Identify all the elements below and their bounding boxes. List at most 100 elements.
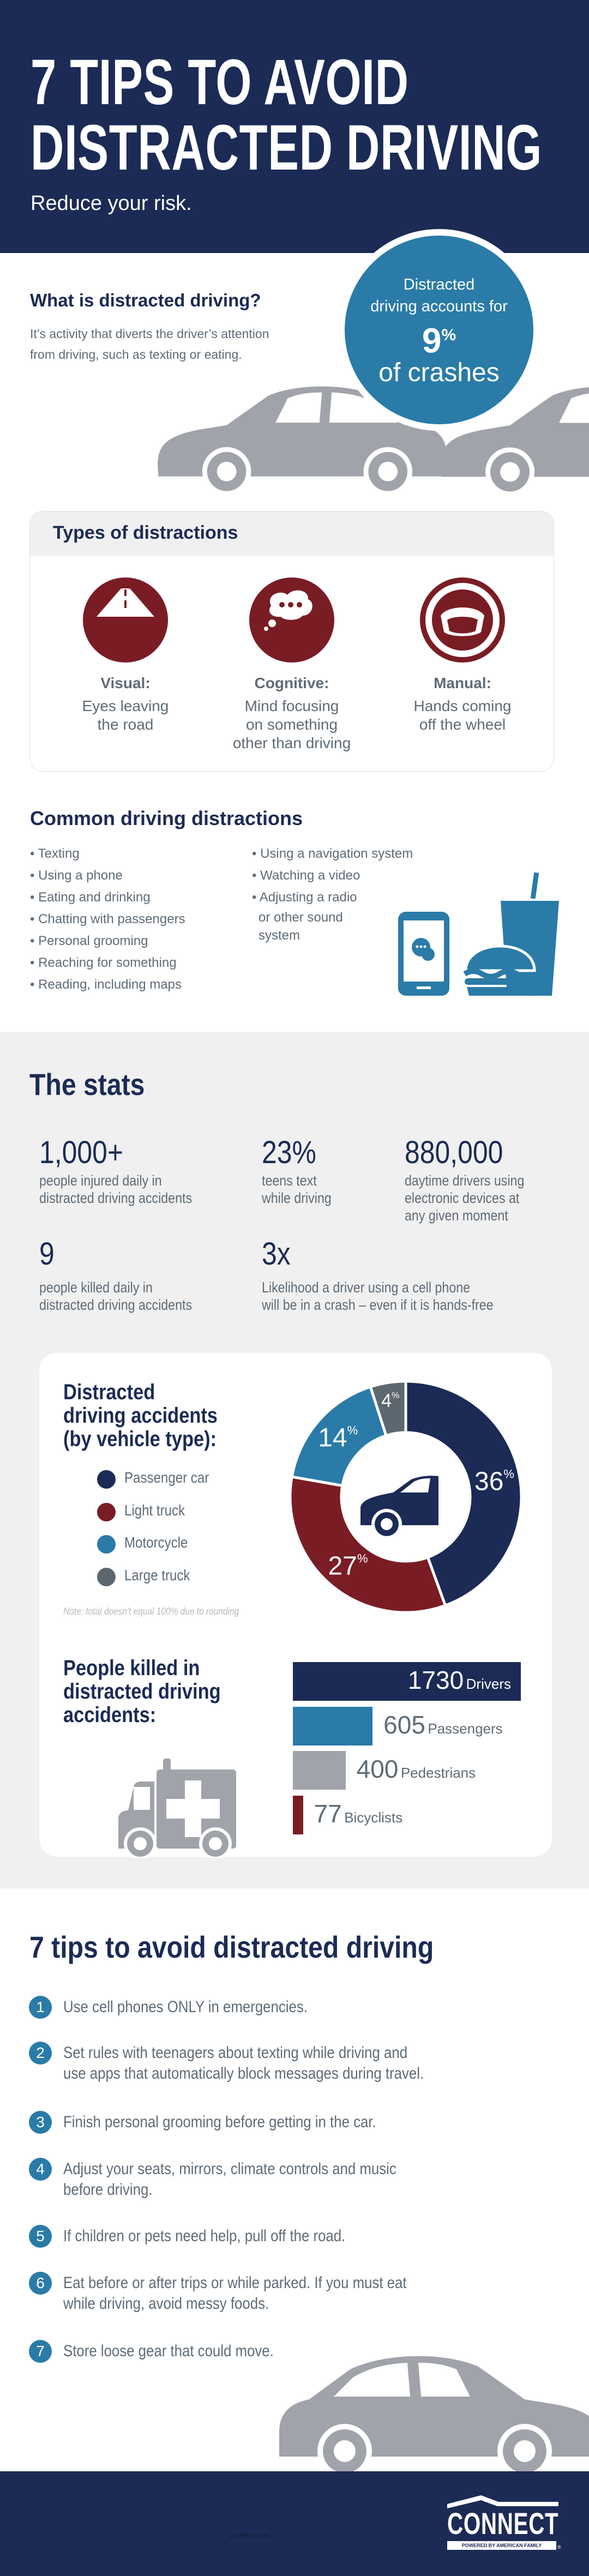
stat-item: 9 people killed daily in distracted drivin… — [39, 1236, 217, 1314]
stat-description-line: Likelihood a driver using a cell phone — [262, 1279, 471, 1296]
tip-text: Eat before or after trips or while parke… — [63, 2273, 527, 2314]
donut-title-line: (by vehicle type): — [63, 1427, 217, 1451]
distraction-list-item: • Watching a video — [252, 868, 360, 883]
donut-slice-light-truck — [289, 1475, 447, 1614]
legend-swatch — [97, 1470, 116, 1489]
distraction-list-item: • Eating and drinking — [30, 890, 151, 905]
distraction-list-item: system — [252, 926, 413, 944]
bubble-number-unit: % — [441, 326, 456, 344]
bubble-number: 9% — [345, 317, 533, 358]
legend-label: Motorcycle — [124, 1534, 198, 1551]
smartphone-chat-icon — [398, 912, 449, 996]
legend-label: Large truck — [124, 1567, 201, 1584]
stat-description: Likelihood a driver using a cell phone — [262, 1279, 531, 1296]
distraction-type-label: Visual: — [100, 675, 151, 691]
stat-description-line: distracted driving accidents — [39, 1297, 193, 1313]
legend-label-text: Large truck — [124, 1566, 190, 1584]
bubble-line1: Distracted — [403, 276, 475, 293]
distraction-list-item: • Chatting with passengers — [30, 912, 185, 926]
distraction-list-text: or other sound — [259, 910, 343, 925]
connect-logo[interactable]: CONNECT POWERED BY AMERICAN FAMILY INSUR… — [446, 2494, 566, 2557]
intro-heading: What is distracted driving? — [30, 290, 261, 310]
footer: Lorem ipsum CONNECT POWERED BY AMERICAN … — [0, 2471, 589, 2576]
hero-banner: 7 TIPS TO AVOID DISTRACTED DRIVING Reduc… — [0, 0, 589, 253]
tip-number-badge: 1 — [29, 1996, 52, 2019]
distraction-list-text: Reaching for something — [38, 955, 177, 970]
ambulance-icon — [118, 1759, 236, 1858]
intro-body: It’s activity that diverts the driver’s … — [30, 323, 269, 365]
car-icon — [360, 1476, 438, 1539]
stat-description: distracted driving accidents — [39, 1189, 217, 1207]
bar-label: 605 Passengers — [383, 1710, 503, 1740]
common-list-right: • Using a navigation system • Watching a … — [252, 843, 413, 944]
road-icon — [97, 588, 154, 617]
road-distraction-icon — [83, 577, 168, 663]
donut-note-text: Note: total doesn't equal 100% due to ro… — [63, 1606, 239, 1617]
tip-text: If children or pets need help, pull off … — [63, 2226, 527, 2247]
stat-number: 9 — [39, 1236, 217, 1272]
tip-text-line: use apps that automatically block messag… — [63, 2063, 527, 2084]
tip-text-line: If children or pets need help, pull off … — [63, 2226, 527, 2247]
tip-text: Use cell phones ONLY in emergencies. — [63, 1997, 527, 2018]
stats-heading-text: The stats — [29, 1067, 145, 1102]
stat-number-value: 880,000 — [405, 1135, 503, 1170]
stat-number: 1,000+ — [39, 1134, 217, 1171]
distraction-type-desc: Mind focusing — [244, 697, 339, 714]
stat-item: 1,000+ people injured daily in distracted … — [39, 1134, 217, 1207]
distraction-list-item: • Adjusting a radio — [252, 890, 357, 905]
footer-placeholder-text: Lorem ipsum — [229, 2531, 271, 2539]
distraction-type: Manual: Hands coming off the wheel — [375, 674, 550, 734]
food-and-drink-icon — [464, 872, 559, 996]
stat-number-value: 23% — [262, 1135, 316, 1170]
stat-description: people killed daily in — [39, 1279, 217, 1296]
thought-bubble-distraction-icon — [249, 577, 334, 663]
stat-description: distracted driving accidents — [39, 1296, 217, 1314]
stat-description-line: any given moment — [405, 1207, 508, 1224]
tip-number-badge: 6 — [29, 2272, 52, 2295]
tip-text: Finish personal grooming before getting … — [63, 2112, 527, 2133]
bar-chart-title: People killed in distracted driving acci… — [63, 1657, 247, 1727]
stat-description-line: while driving — [262, 1190, 332, 1206]
tip-number-badge: 4 — [29, 2158, 52, 2181]
distraction-type-desc: Hands coming — [413, 697, 512, 714]
stat-description: people injured daily in — [39, 1172, 217, 1189]
bar-title-line: distracted driving — [63, 1680, 221, 1704]
tip-text: Adjust your seats, mirrors, climate cont… — [63, 2159, 527, 2200]
stat-description-line: teens text — [262, 1172, 317, 1189]
bar-title-line: People killed in — [63, 1656, 200, 1680]
intro-body-line: It’s activity that diverts the driver’s … — [30, 327, 269, 341]
stat-item: 880,000 daytime drivers using electronic d… — [405, 1134, 544, 1224]
stat-number: 3x — [262, 1236, 531, 1272]
car-icon — [279, 2356, 589, 2476]
distraction-list-text: Reading, including maps — [38, 977, 182, 992]
tip-text-line: Eat before or after trips or while parke… — [63, 2273, 527, 2294]
legend-swatch — [97, 1502, 116, 1521]
stat-description-line: daytime drivers using — [405, 1172, 525, 1189]
distraction-list-text: Adjusting a radio — [259, 890, 357, 905]
tip-text-line: Set rules with teenagers about texting w… — [63, 2043, 527, 2063]
distraction-list-text: Texting — [38, 846, 80, 861]
distraction-list-item: • Texting — [30, 846, 80, 861]
distraction-list-text: Eating and drinking — [38, 890, 151, 905]
tip-text-line: Use cell phones ONLY in emergencies. — [63, 1997, 527, 2018]
distraction-type-desc: other than driving — [232, 735, 351, 751]
bar-pedestrians — [293, 1751, 346, 1790]
registered-mark: ® — [557, 2544, 561, 2550]
tip-text-content: Store loose gear that could move. — [63, 2342, 274, 2360]
stat-item: 23% teens text while driving — [262, 1134, 343, 1207]
legend-label: Light truck — [124, 1502, 195, 1519]
bar-label: 400 Pedestrians — [357, 1754, 476, 1784]
donut-chart: 36%27%14%4% — [289, 1380, 523, 1614]
stat-description-line: will be in a crash – even if it is hands… — [262, 1297, 494, 1313]
donut-chart-title: Distracted driving accidents (by vehicle… — [63, 1381, 243, 1451]
tip-text-line: Adjust your seats, mirrors, climate cont… — [63, 2159, 527, 2180]
distraction-type-desc: off the wheel — [419, 716, 506, 733]
stat-description: teens text — [262, 1172, 343, 1189]
donut-note: Note: total doesn't equal 100% due to ro… — [63, 1606, 268, 1617]
bar-drivers — [293, 1662, 521, 1701]
legend-label: Passenger car — [124, 1469, 223, 1486]
common-list-left: • Texting • Using a phone • Eating and dri… — [30, 843, 185, 996]
legend-label-text: Light truck — [124, 1501, 185, 1519]
distraction-list-item: or other sound — [252, 908, 413, 926]
tips-heading-text: 7 tips to avoid distracted driving — [29, 1930, 434, 1964]
